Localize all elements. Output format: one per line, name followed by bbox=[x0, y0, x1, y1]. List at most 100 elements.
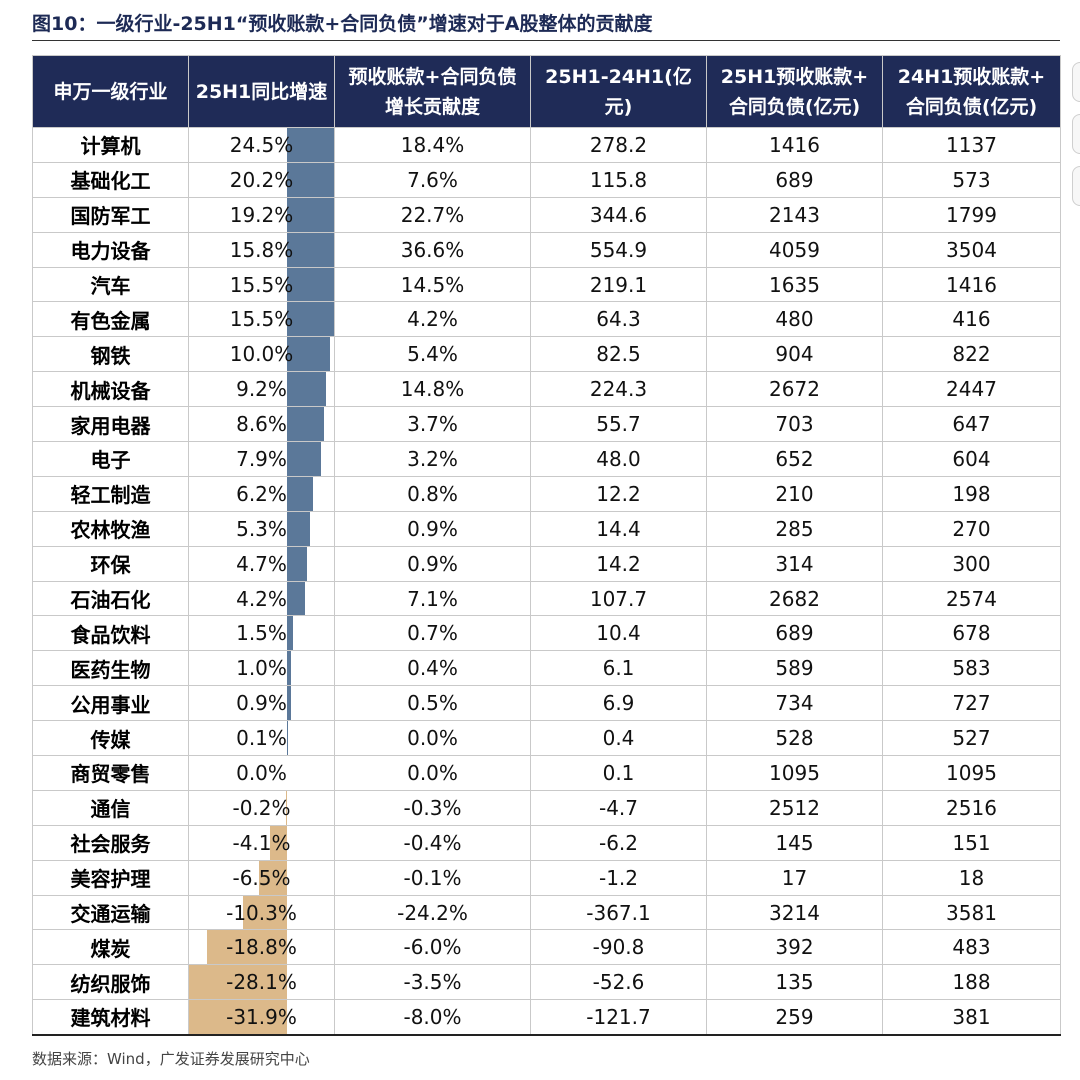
side-scroll-tab[interactable] bbox=[1072, 114, 1080, 154]
column-header: 预收账款+合同负债 增长贡献度 bbox=[334, 55, 531, 128]
growth-cell: 8.6% bbox=[188, 406, 335, 443]
value-25h1: 652 bbox=[706, 441, 883, 477]
growth-cell: 10.0% bbox=[188, 336, 335, 373]
difference-value: -4.7 bbox=[530, 789, 707, 826]
side-scroll-tab[interactable] bbox=[1072, 166, 1080, 206]
contribution-value: -0.3% bbox=[334, 789, 531, 826]
growth-value: -31.9% bbox=[226, 1004, 297, 1029]
value-25h1: 135 bbox=[706, 964, 883, 1001]
table-row: 计算机 24.5% 18.4% 278.2 1416 1137 bbox=[32, 127, 1061, 163]
growth-value: 4.2% bbox=[236, 586, 287, 611]
column-header-line: 预收账款+合同负债 bbox=[348, 65, 517, 88]
growth-bar bbox=[287, 372, 327, 406]
difference-value: 344.6 bbox=[530, 196, 707, 233]
growth-bar bbox=[287, 686, 291, 720]
growth-value: -4.1% bbox=[232, 830, 291, 855]
growth-cell: 1.0% bbox=[188, 650, 335, 687]
contribution-value: 18.4% bbox=[334, 127, 531, 163]
contribution-value: 36.6% bbox=[334, 231, 531, 268]
industry-name: 社会服务 bbox=[32, 824, 189, 861]
value-24h1: 573 bbox=[882, 161, 1061, 198]
table-row: 美容护理 -6.5% -0.1% -1.2 17 18 bbox=[32, 859, 1061, 896]
value-25h1: 392 bbox=[706, 929, 883, 966]
table-row: 轻工制造 6.2% 0.8% 12.2 210 198 bbox=[32, 475, 1061, 512]
growth-value: 15.5% bbox=[229, 272, 294, 297]
column-header: 25H1同比增速 bbox=[188, 55, 335, 128]
industry-name: 石油石化 bbox=[32, 580, 189, 617]
industry-name: 计算机 bbox=[32, 127, 189, 163]
growth-bar bbox=[287, 547, 307, 581]
column-header-line: 25H1同比增速 bbox=[195, 80, 328, 103]
growth-value: -10.3% bbox=[226, 900, 297, 925]
growth-cell: -6.5% bbox=[188, 859, 335, 896]
table-row: 纺织服饰 -28.1% -3.5% -52.6 135 188 bbox=[32, 964, 1061, 1001]
growth-cell: -10.3% bbox=[188, 894, 335, 931]
difference-value: 64.3 bbox=[530, 301, 707, 338]
industry-name: 电子 bbox=[32, 441, 189, 477]
value-25h1: 2672 bbox=[706, 371, 883, 408]
table-row: 家用电器 8.6% 3.7% 55.7 703 647 bbox=[32, 406, 1061, 443]
growth-bar bbox=[287, 337, 330, 371]
growth-bar bbox=[243, 896, 287, 929]
growth-value: 5.3% bbox=[236, 516, 287, 541]
column-header: 25H1-24H1(亿 元) bbox=[530, 55, 707, 128]
value-24h1: 678 bbox=[882, 615, 1061, 652]
difference-value: -90.8 bbox=[530, 929, 707, 966]
growth-bar bbox=[269, 826, 287, 860]
difference-value: 82.5 bbox=[530, 336, 707, 373]
industry-name: 交通运输 bbox=[32, 894, 189, 931]
contribution-value: 0.8% bbox=[334, 475, 531, 512]
value-24h1: 198 bbox=[882, 475, 1061, 512]
industry-name: 机械设备 bbox=[32, 371, 189, 408]
value-25h1: 259 bbox=[706, 999, 883, 1036]
industry-name: 轻工制造 bbox=[32, 475, 189, 512]
growth-bar bbox=[259, 861, 287, 895]
difference-value: 107.7 bbox=[530, 580, 707, 617]
growth-value: 8.6% bbox=[236, 412, 287, 437]
side-scroll-tab[interactable] bbox=[1072, 62, 1080, 102]
growth-bar bbox=[287, 268, 334, 301]
difference-value: 219.1 bbox=[530, 266, 707, 303]
value-25h1: 734 bbox=[706, 685, 883, 722]
industry-name: 农林牧渔 bbox=[32, 510, 189, 547]
table-body: 计算机 24.5% 18.4% 278.2 1416 1137 基础化工 20.2% 7.6% 1… bbox=[32, 127, 1061, 1036]
value-24h1: 1095 bbox=[882, 755, 1061, 791]
growth-bar bbox=[286, 791, 287, 825]
value-25h1: 904 bbox=[706, 336, 883, 373]
value-25h1: 1416 bbox=[706, 127, 883, 163]
table-row: 传媒 0.1% 0.0% 0.4 528 527 bbox=[32, 720, 1061, 757]
growth-cell: 15.8% bbox=[188, 231, 335, 268]
table-row: 有色金属 15.5% 4.2% 64.3 480 416 bbox=[32, 301, 1061, 338]
contribution-value: -6.0% bbox=[334, 929, 531, 966]
value-25h1: 145 bbox=[706, 824, 883, 861]
value-24h1: 1137 bbox=[882, 127, 1061, 163]
industry-name: 纺织服饰 bbox=[32, 964, 189, 1001]
contribution-value: 22.7% bbox=[334, 196, 531, 233]
value-24h1: 647 bbox=[882, 406, 1061, 443]
source-note: 数据来源：Wind，广发证券发展研究中心 bbox=[32, 1050, 310, 1068]
difference-value: -6.2 bbox=[530, 824, 707, 861]
difference-value: 278.2 bbox=[530, 127, 707, 163]
growth-value: 15.5% bbox=[229, 307, 294, 332]
growth-value: 1.0% bbox=[236, 656, 287, 681]
value-25h1: 3214 bbox=[706, 894, 883, 931]
value-24h1: 2574 bbox=[882, 580, 1061, 617]
figure-title: 图10：一级行业-25H1“预收账款+合同负债”增速对于A股整体的贡献度 bbox=[32, 13, 653, 35]
value-25h1: 285 bbox=[706, 510, 883, 547]
table-row: 社会服务 -4.1% -0.4% -6.2 145 151 bbox=[32, 824, 1061, 861]
growth-cell: 0.0% bbox=[188, 755, 335, 791]
growth-cell: 7.9% bbox=[188, 441, 335, 477]
growth-cell: 5.3% bbox=[188, 510, 335, 547]
growth-cell: 15.5% bbox=[188, 301, 335, 338]
growth-bar bbox=[189, 965, 287, 999]
growth-cell: 24.5% bbox=[188, 127, 335, 163]
value-24h1: 3504 bbox=[882, 231, 1061, 268]
industry-name: 基础化工 bbox=[32, 161, 189, 198]
contribution-value: -0.1% bbox=[334, 859, 531, 896]
growth-cell: -18.8% bbox=[188, 929, 335, 966]
table-row: 交通运输 -10.3% -24.2% -367.1 3214 3581 bbox=[32, 894, 1061, 931]
table-row: 国防军工 19.2% 22.7% 344.6 2143 1799 bbox=[32, 196, 1061, 233]
value-24h1: 151 bbox=[882, 824, 1061, 861]
column-header: 申万一级行业 bbox=[32, 55, 189, 128]
growth-value: -28.1% bbox=[226, 970, 297, 995]
